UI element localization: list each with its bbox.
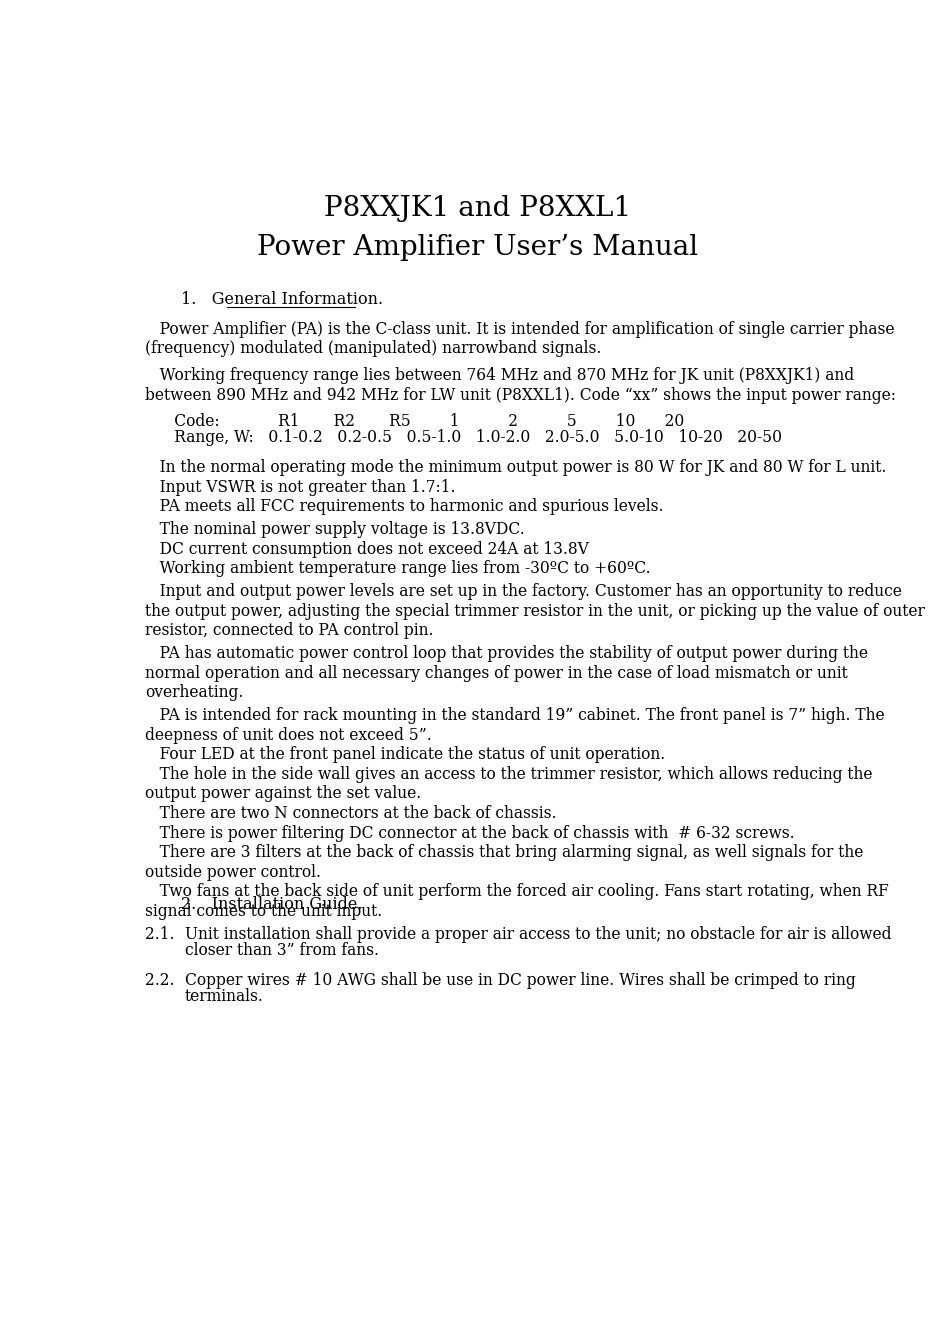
Text: PA is intended for rack mounting in the standard 19” cabinet. The front panel is: PA is intended for rack mounting in the … <box>145 708 889 920</box>
Text: Working frequency range lies between 764 MHz and 870 MHz for JK unit (P8XXJK1) a: Working frequency range lies between 764… <box>145 367 897 403</box>
Text: terminals.: terminals. <box>185 988 263 1005</box>
Text: In the normal operating mode the minimum output power is 80 W for JK and 80 W fo: In the normal operating mode the minimum… <box>145 459 886 515</box>
Text: Power Amplifier User’s Manual: Power Amplifier User’s Manual <box>257 234 697 262</box>
Text: Range, W:   0.1-0.2   0.2-0.5   0.5-1.0   1.0-2.0   2.0-5.0   5.0-10   10-20   2: Range, W: 0.1-0.2 0.2-0.5 0.5-1.0 1.0-2.… <box>145 430 782 446</box>
Text: 2.2.: 2.2. <box>145 972 175 990</box>
Text: PA has automatic power control loop that provides the stability of output power : PA has automatic power control loop that… <box>145 645 869 701</box>
Text: Code:            R1       R2       R5        1          2          5        10  : Code: R1 R2 R5 1 2 5 10 <box>145 414 684 430</box>
Text: P8XXJK1 and P8XXL1: P8XXJK1 and P8XXL1 <box>324 196 630 222</box>
Text: 1.   General Information.: 1. General Information. <box>182 291 384 307</box>
Text: Input and output power levels are set up in the factory. Customer has an opportu: Input and output power levels are set up… <box>145 583 925 640</box>
Text: 2.1.: 2.1. <box>145 926 175 943</box>
Text: The nominal power supply voltage is 13.8VDC.
   DC current consumption does not : The nominal power supply voltage is 13.8… <box>145 521 651 577</box>
Text: Copper wires # 10 AWG shall be use in DC power line. Wires shall be crimped to r: Copper wires # 10 AWG shall be use in DC… <box>185 972 856 990</box>
Text: Unit installation shall provide a proper air access to the unit; no obstacle for: Unit installation shall provide a proper… <box>185 926 891 943</box>
Text: 2.   Installation Guide.: 2. Installation Guide. <box>182 896 363 912</box>
Text: closer than 3” from fans.: closer than 3” from fans. <box>185 942 379 959</box>
Text: Power Amplifier (PA) is the C-class unit. It is intended for amplification of si: Power Amplifier (PA) is the C-class unit… <box>145 321 895 358</box>
